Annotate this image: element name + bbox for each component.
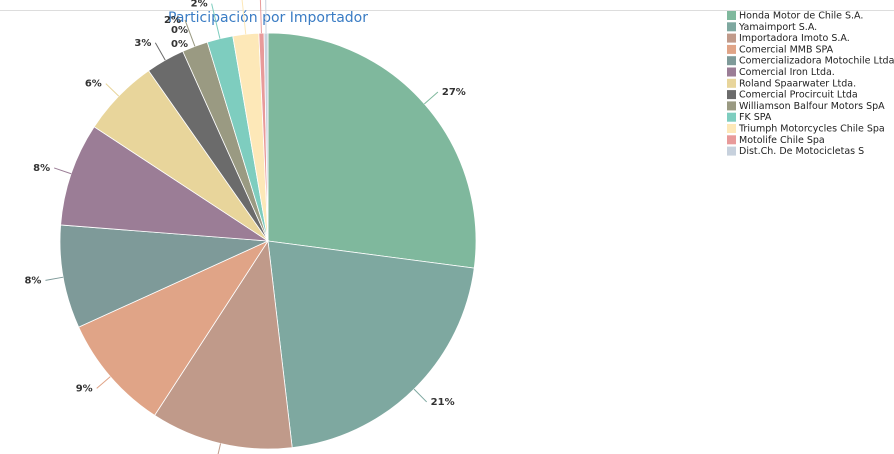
legend-label: Importadora Imoto S.A. xyxy=(739,33,850,44)
leader-line xyxy=(217,443,222,454)
leader-line xyxy=(241,0,247,35)
legend-label: Honda Motor de Chile S.A. xyxy=(739,11,863,22)
legend-label: Triumph Motorcycles Chile Spa xyxy=(738,124,885,135)
leader-line xyxy=(259,0,262,34)
legend-swatch xyxy=(727,22,736,32)
legend-label: Comercial Procircuit Ltda xyxy=(739,90,858,101)
data-label: 2% xyxy=(164,15,181,26)
data-label: 0% xyxy=(171,25,188,36)
data-label: 21% xyxy=(431,397,455,408)
leader-line xyxy=(413,388,428,403)
data-label: 8% xyxy=(33,163,50,174)
legend-label: Motolife Chile Spa xyxy=(739,135,825,146)
pie-slice xyxy=(263,32,269,242)
legend-swatch xyxy=(727,101,736,111)
leader-line xyxy=(265,0,267,34)
data-label: 27% xyxy=(442,87,466,98)
legend-label: Comercial Iron Ltda. xyxy=(739,67,835,78)
leader-line xyxy=(424,91,439,105)
legend-swatch xyxy=(727,78,736,88)
data-label: 3% xyxy=(134,38,151,49)
data-label: 8% xyxy=(24,275,41,286)
leader-line xyxy=(96,376,111,389)
pie-slice xyxy=(267,240,475,449)
legend-swatch xyxy=(727,112,736,122)
legend-label: Yamaimport S.A. xyxy=(738,22,817,33)
pie-slice xyxy=(267,32,477,269)
legend-label: FK SPA xyxy=(739,112,772,123)
leader-line xyxy=(184,19,196,47)
chart-title: Participación por Importador xyxy=(168,10,368,26)
leader-line xyxy=(45,276,64,281)
legend-label: Roland Spaarwater Ltda. xyxy=(739,78,856,89)
pie-slice xyxy=(60,126,269,242)
leader-line xyxy=(154,42,166,61)
legend-label: Dist.Ch. De Motocicletas S xyxy=(739,146,864,157)
legend-swatch xyxy=(727,146,736,156)
data-label: 2% xyxy=(191,0,208,10)
data-label: 0% xyxy=(171,39,188,50)
pie-slice xyxy=(78,240,270,416)
legend-swatch xyxy=(727,67,736,77)
leader-line xyxy=(105,83,120,97)
legend-swatch xyxy=(727,135,736,145)
leader-line xyxy=(211,3,221,39)
legend-swatch xyxy=(727,33,736,43)
data-label: 6% xyxy=(85,79,102,90)
legend-swatch xyxy=(727,90,736,100)
legend-label: Williamson Balfour Motors SpA xyxy=(739,101,885,112)
data-label: 9% xyxy=(76,383,93,394)
legend-swatch xyxy=(727,44,736,54)
leader-line xyxy=(53,167,72,175)
legend-label: Comercial MMB SPA xyxy=(739,44,834,55)
legend-swatch xyxy=(727,56,736,66)
legend-swatch xyxy=(727,124,736,133)
legend-swatch xyxy=(727,11,736,20)
legend-label: Comercializadora Motochile Ltda. xyxy=(739,56,894,67)
pie-slice xyxy=(59,224,269,328)
